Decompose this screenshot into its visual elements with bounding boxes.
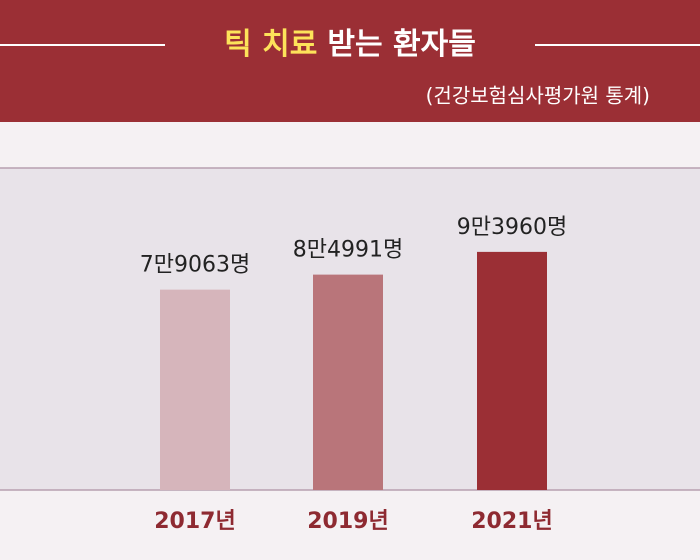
header-band	[0, 0, 700, 122]
x-tick-label: 2017년	[154, 509, 235, 534]
title-part: 받는 환자들	[327, 27, 475, 62]
x-tick-label: 2021년	[471, 509, 552, 534]
subtitle: (건강보험심사평가원 통계)	[426, 84, 650, 108]
bar	[313, 274, 383, 490]
chart-title: 틱 치료 받는 환자들	[224, 27, 476, 62]
value-label: 9만3960명	[457, 215, 567, 240]
bar	[160, 289, 230, 490]
top-strip	[0, 122, 700, 168]
bar	[477, 251, 547, 490]
value-label: 8만4991명	[293, 238, 403, 263]
value-label: 7만9063명	[140, 253, 250, 278]
bottom-strip	[0, 490, 700, 560]
title-part: 틱 치료	[224, 27, 317, 62]
x-tick-label: 2019년	[307, 509, 388, 534]
